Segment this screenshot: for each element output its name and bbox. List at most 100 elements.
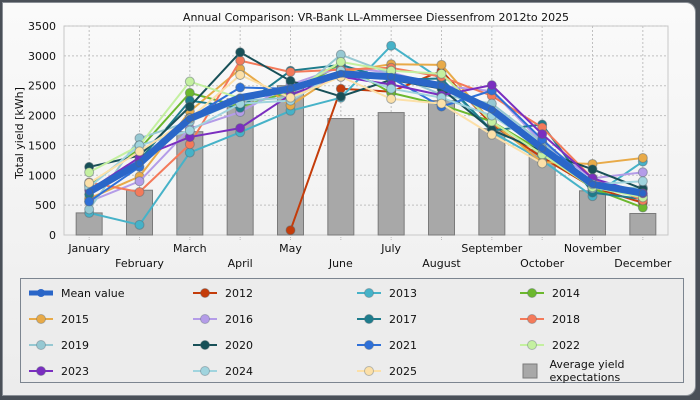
data-point[interactable] (285, 225, 296, 236)
bar-expectation-august[interactable] (428, 100, 455, 236)
legend-item-2014[interactable]: 2014 (520, 285, 580, 301)
series-line[interactable] (88, 59, 644, 202)
bar-expectation-april[interactable] (226, 98, 254, 236)
legend-item-2019[interactable]: 2019 (29, 337, 89, 353)
data-point[interactable] (235, 47, 246, 58)
data-point[interactable] (436, 68, 447, 79)
data-point[interactable] (386, 40, 397, 51)
legend-label: 2013 (389, 286, 417, 300)
data-point[interactable] (285, 66, 296, 77)
data-point[interactable] (285, 92, 296, 103)
y-tick-label: 0 (49, 229, 56, 242)
legend-item-2017[interactable]: 2017 (357, 311, 417, 327)
legend-item-2015[interactable]: 2015 (29, 311, 89, 327)
data-point[interactable] (637, 176, 648, 187)
legend-swatch-bar-icon (522, 363, 538, 379)
series-line[interactable] (88, 73, 543, 184)
legend-swatch-line-icon (193, 340, 217, 350)
data-point[interactable] (637, 167, 648, 178)
data-point[interactable] (637, 152, 648, 163)
data-point[interactable] (235, 123, 246, 134)
chart-window: Annual Comparison: VR-Bank LL-Ammersee D… (2, 2, 696, 396)
legend-swatch-line-icon (357, 366, 381, 376)
bar-expectation-december[interactable] (629, 213, 657, 236)
data-point[interactable] (135, 159, 144, 168)
legend-item-average-yield-expectations[interactable]: Average yield expectations (520, 358, 683, 384)
data-point[interactable] (386, 93, 397, 104)
data-point[interactable] (235, 55, 246, 66)
legend-item-2021[interactable]: 2021 (357, 337, 417, 353)
bar-expectation-july[interactable] (377, 112, 405, 236)
legend-swatch-line-icon (193, 314, 217, 324)
data-point[interactable] (587, 164, 598, 175)
x-tick-label: August (422, 257, 461, 270)
data-point[interactable] (638, 189, 647, 198)
data-point[interactable] (486, 80, 497, 91)
legend-swatch-line-icon (29, 340, 53, 350)
legend-swatch-line-icon (357, 288, 381, 298)
x-tick-label: September (461, 242, 522, 255)
x-tick-label: October (520, 257, 564, 270)
legend-swatch-line-icon (193, 366, 217, 376)
legend-item-2012[interactable]: 2012 (193, 285, 253, 301)
data-point[interactable] (336, 69, 345, 78)
data-point[interactable] (185, 114, 194, 123)
x-tick-label: March (173, 242, 207, 255)
data-point[interactable] (134, 176, 145, 187)
series-line[interactable] (88, 66, 643, 203)
data-point[interactable] (335, 56, 346, 67)
data-point[interactable] (436, 59, 447, 70)
legend-swatch-line-icon (29, 314, 53, 324)
data-point[interactable] (436, 98, 447, 109)
bar-expectation-june[interactable] (327, 118, 355, 236)
data-point[interactable] (537, 158, 548, 169)
data-point[interactable] (437, 81, 446, 90)
data-point[interactable] (537, 129, 548, 140)
data-point[interactable] (134, 146, 145, 157)
legend-label: 2025 (389, 364, 417, 378)
y-axis-label: Total yield [kWh] (13, 87, 26, 180)
legend-swatch-line-icon (29, 289, 53, 297)
series-line[interactable] (88, 60, 644, 199)
legend-swatch-line-icon (520, 340, 544, 350)
data-point[interactable] (84, 178, 95, 189)
data-point[interactable] (487, 105, 496, 114)
data-point[interactable] (335, 91, 346, 102)
data-point[interactable] (235, 69, 246, 80)
legend-item-2016[interactable]: 2016 (193, 311, 253, 327)
legend-item-2024[interactable]: 2024 (193, 363, 253, 379)
data-point[interactable] (386, 83, 397, 94)
x-tick-label: February (115, 257, 164, 270)
data-point[interactable] (538, 144, 547, 153)
data-point[interactable] (486, 129, 497, 140)
data-point[interactable] (387, 72, 396, 81)
data-point[interactable] (134, 219, 145, 230)
data-point[interactable] (85, 188, 94, 197)
legend-item-2025[interactable]: 2025 (357, 363, 417, 379)
y-tick-label: 2500 (28, 80, 56, 93)
bar-expectation-september[interactable] (478, 128, 506, 236)
chart: Annual Comparison: VR-Bank LL-Ammersee D… (13, 11, 672, 270)
legend-item-2018[interactable]: 2018 (520, 311, 580, 327)
data-point[interactable] (134, 187, 145, 198)
data-point[interactable] (84, 196, 95, 207)
data-point[interactable] (588, 180, 597, 189)
data-point[interactable] (286, 84, 295, 93)
data-point[interactable] (84, 167, 95, 178)
legend-item-2022[interactable]: 2022 (520, 337, 580, 353)
data-point[interactable] (184, 125, 195, 136)
legend-label: 2016 (225, 312, 253, 326)
legend-item-mean-value[interactable]: Mean value (29, 285, 125, 301)
chart-title: Annual Comparison: VR-Bank LL-Ammersee D… (183, 11, 569, 24)
data-point[interactable] (184, 101, 195, 112)
series-line[interactable] (87, 70, 644, 197)
legend-item-2020[interactable]: 2020 (193, 337, 253, 353)
legend-item-2013[interactable]: 2013 (357, 285, 417, 301)
data-point[interactable] (236, 93, 245, 102)
data-point[interactable] (235, 82, 246, 93)
x-tick-label: December (614, 257, 672, 270)
data-point[interactable] (184, 147, 195, 158)
legend-label: 2022 (552, 338, 580, 352)
legend-item-2023[interactable]: 2023 (29, 363, 89, 379)
data-point[interactable] (184, 76, 195, 87)
